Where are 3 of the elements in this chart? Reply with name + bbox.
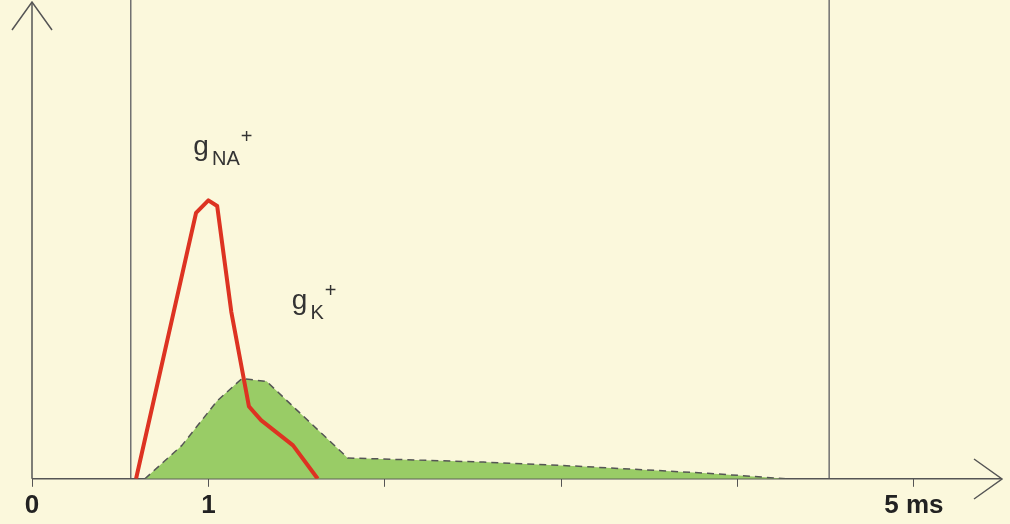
x-tick-label: 0 bbox=[24, 488, 40, 519]
x-tick-label: 5 ms bbox=[884, 488, 944, 519]
x-tick-label: 1 bbox=[201, 488, 216, 519]
